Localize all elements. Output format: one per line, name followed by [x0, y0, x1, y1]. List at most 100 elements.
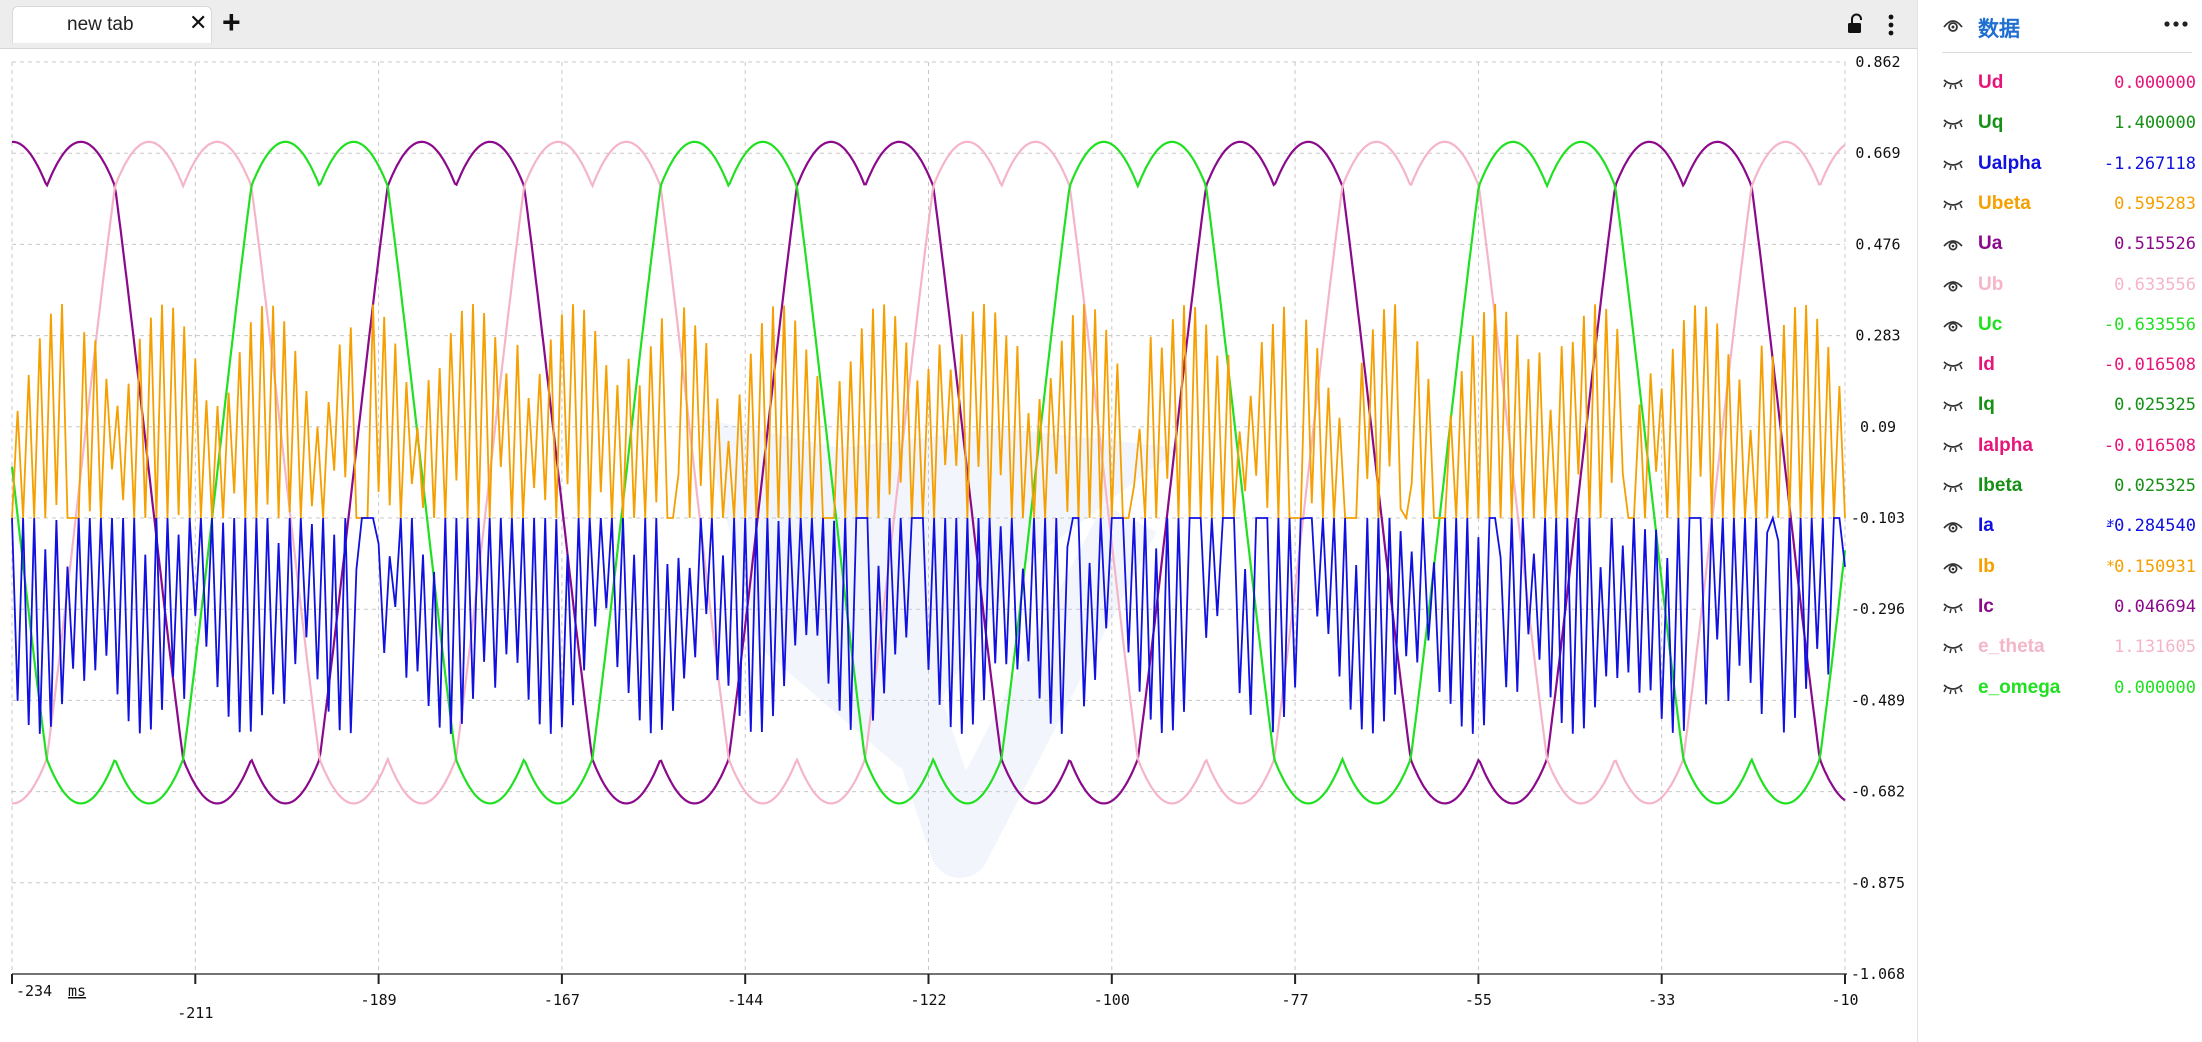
x-tick-label: -144	[727, 991, 763, 1009]
variable-row[interactable]: Ub 0.633556	[1942, 270, 2196, 300]
x-tick-label: -33	[1648, 991, 1675, 1009]
variable-row[interactable]: Ud 0.000000	[1942, 68, 2196, 98]
variable-row[interactable]: Ubeta 0.595283	[1942, 189, 2196, 219]
variable-name: Ib	[1978, 555, 1995, 577]
chart-area[interactable]: 0.862 0.669 0.476 0.283 0.09 -0.103 -0.296 -0.4…	[0, 48, 1917, 1042]
eye-closed-icon[interactable]	[1942, 438, 1964, 454]
variable-row[interactable]: e_theta 1.131605	[1942, 632, 2196, 662]
tab-bar: new tab ✕ +	[0, 0, 1917, 49]
data-panel-title: 数据	[1978, 18, 2020, 41]
variable-value: 0.515526	[2114, 234, 2196, 255]
x-tick-label: -122	[910, 991, 946, 1009]
x-tick-label: -77	[1282, 991, 1309, 1009]
variable-name: Id	[1978, 354, 1995, 376]
eye-closed-icon[interactable]	[1942, 680, 1964, 696]
variable-value: -1.267118	[2103, 153, 2196, 174]
variable-row[interactable]: e_omega 0.000000	[1942, 673, 2196, 703]
x-unit-label: ms	[68, 982, 86, 1000]
y-tick-label-bg	[1847, 872, 1909, 893]
series-line-Uc	[10, 140, 1847, 805]
eye-open-icon[interactable]	[1942, 518, 1964, 534]
variable-row[interactable]: Ualpha -1.267118	[1942, 149, 2196, 179]
series-line-Ua	[12, 140, 1846, 805]
y-tick-label: 0.669	[1855, 144, 1900, 162]
variable-name: Ud	[1978, 72, 2004, 93]
eye-closed-icon[interactable]	[1942, 196, 1964, 212]
more-vertical-icon[interactable]	[1886, 12, 1896, 38]
eye-closed-icon[interactable]	[1942, 639, 1964, 655]
data-panel-header: 数据	[1942, 0, 2192, 53]
y-tick-label: -0.296	[1851, 600, 1905, 618]
x-tick-label: -167	[544, 991, 580, 1009]
series-layer	[10, 140, 1847, 805]
variable-name: Iq	[1978, 394, 1995, 416]
variable-name: Ualpha	[1978, 152, 2042, 174]
variable-row[interactable]: Uq 1.400000	[1942, 108, 2196, 138]
y-tick-label: -0.875	[1851, 874, 1905, 892]
tab-new-tab[interactable]: new tab ✕	[12, 6, 212, 43]
eye-closed-icon[interactable]	[1942, 599, 1964, 615]
eye-open-icon[interactable]	[1942, 16, 1964, 34]
variable-row[interactable]: Id -0.016508	[1942, 350, 2196, 380]
eye-closed-icon[interactable]	[1942, 75, 1964, 91]
x-tick-label: -211	[177, 1004, 213, 1022]
y-tick-label-bg	[1851, 325, 1905, 346]
variable-name: Ialpha	[1978, 434, 2033, 456]
eye-closed-icon[interactable]	[1942, 115, 1964, 131]
x-tick-label: -100	[1094, 991, 1130, 1009]
variable-name: e_theta	[1978, 636, 2045, 658]
eye-open-icon[interactable]	[1942, 277, 1964, 293]
eye-open-icon[interactable]	[1942, 317, 1964, 333]
y-tick-label: 0.862	[1855, 53, 1900, 71]
eye-open-icon[interactable]	[1942, 559, 1964, 575]
variable-value: 0.150931	[2114, 556, 2196, 577]
more-horizontal-icon[interactable]	[2162, 14, 2190, 34]
variable-value: 0.046694	[2114, 596, 2196, 617]
variable-value: 0.000000	[2114, 73, 2196, 93]
eye-closed-icon[interactable]	[1942, 478, 1964, 494]
variable-row[interactable]: Iq 0.025325	[1942, 390, 2196, 420]
variable-row[interactable]: Ialpha -0.016508	[1942, 431, 2196, 461]
close-icon[interactable]: ✕	[189, 10, 208, 35]
variable-value: -0.016508	[2103, 355, 2196, 376]
variable-row[interactable]: Ic 0.046694	[1942, 592, 2196, 622]
tab-label: new tab	[67, 14, 134, 35]
marker-icon: *	[2106, 516, 2116, 535]
variable-name: Ubeta	[1978, 192, 2031, 214]
y-tick-label-bg	[1851, 143, 1905, 164]
y-tick-label: -1.068	[1851, 965, 1905, 983]
series-line-Ub	[12, 140, 1846, 805]
y-tick-label-bg	[1847, 781, 1909, 802]
variable-row[interactable]: Ia * -0.284540	[1942, 511, 2196, 541]
y-tick-label-bg	[1847, 508, 1909, 528]
eye-closed-icon[interactable]	[1942, 156, 1964, 172]
variable-value: -0.284540	[2103, 516, 2196, 537]
add-tab-icon[interactable]: +	[222, 4, 241, 40]
variable-row[interactable]: Uc -0.633556	[1942, 310, 2196, 340]
eye-closed-icon[interactable]	[1942, 357, 1964, 373]
variable-row[interactable]: Ua 0.515526	[1942, 229, 2196, 259]
watermark-logo	[700, 418, 1180, 878]
marker-icon: *	[2106, 556, 2116, 575]
variable-name: Ibeta	[1978, 475, 2023, 496]
y-tick-label: -0.682	[1851, 783, 1905, 801]
eye-closed-icon[interactable]	[1942, 397, 1964, 413]
x-tick-label: -189	[361, 991, 397, 1009]
plot-panel: new tab ✕ + 0.862 0.669 0.476 0.283 0.09 -0.1…	[0, 0, 1918, 1042]
y-tick-label-bg	[1851, 52, 1905, 72]
line-chart[interactable]: 0.862 0.669 0.476 0.283 0.09 -0.103 -0.296 -0.4…	[0, 48, 1917, 1042]
x-tick-label: -234	[16, 982, 52, 1000]
eye-open-icon[interactable]	[1942, 236, 1964, 252]
variable-name: Uq	[1978, 112, 2004, 134]
variable-name: Ic	[1978, 595, 1994, 617]
unlock-icon[interactable]	[1846, 13, 1866, 35]
y-tick-label-bg	[1856, 416, 1900, 437]
variable-row[interactable]: Ib * 0.150931	[1942, 552, 2196, 582]
variable-row[interactable]: Ibeta 0.025325	[1942, 471, 2196, 501]
series-line-Ib	[11, 303, 1846, 521]
variable-name: Uc	[1978, 313, 2003, 335]
y-tick-label: 0.476	[1855, 235, 1900, 253]
variable-value: 0.595283	[2114, 193, 2196, 214]
y-tick-label-bg	[1847, 599, 1909, 620]
y-tick-label: -0.103	[1851, 509, 1905, 527]
